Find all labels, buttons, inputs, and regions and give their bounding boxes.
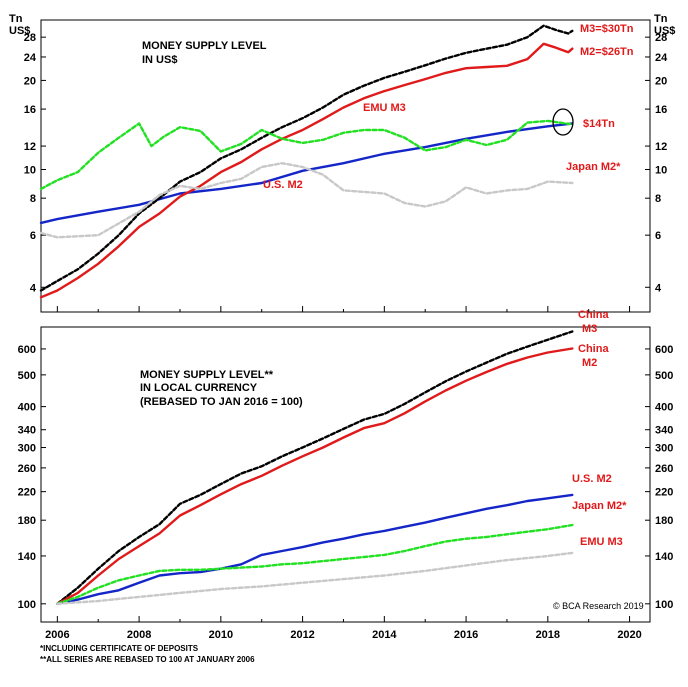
bottom-series-lines <box>56 330 574 605</box>
top-y-unit-right-2: US$ <box>654 25 675 37</box>
annotation-emu-m3: EMU M3 <box>363 102 406 114</box>
xtick-label-6: 2018 <box>536 629 560 641</box>
top-panel-frame <box>40 19 651 313</box>
top-ytick-label-right-3: 10 <box>655 165 667 177</box>
bottom-series-0 <box>56 330 574 605</box>
bottom-ytick-label-right-7: 400 <box>655 402 673 414</box>
bottom-ytick-label-left-7: 400 <box>18 402 36 414</box>
top-y-unit-left-1: Tn <box>9 13 23 25</box>
top-series-3 <box>39 161 574 239</box>
top-ytick-label-left-1: 6 <box>30 230 36 242</box>
bottom-series-4 <box>56 551 574 605</box>
bottom-ytick-label-left-2: 180 <box>18 515 36 527</box>
top-ytick-label-right-7: 24 <box>655 52 668 64</box>
bottom-ytick-label-left-1: 140 <box>18 551 36 563</box>
annotation-m2-26tn: M2=$26Tn <box>580 46 634 58</box>
top-series-lines <box>39 24 574 299</box>
top-title-line-1: MONEY SUPPLY LEVEL <box>142 40 267 52</box>
top-ytick-label-right-4: 12 <box>655 141 667 153</box>
top-ytick-label-left-7: 24 <box>24 52 37 64</box>
top-ytick-label-left-3: 10 <box>24 165 36 177</box>
annotation-china-m3-line-2: M3 <box>582 323 597 335</box>
bottom-title-line-3: (REBASED TO JAN 2016 = 100) <box>140 396 303 408</box>
bottom-series-2 <box>56 493 574 605</box>
top-ytick-label-left-5: 16 <box>24 104 36 116</box>
annotation-m3-30tn: M3=$30Tn <box>580 23 634 35</box>
top-ytick-label-left-2: 8 <box>30 193 36 205</box>
annotation-14tn: $14Tn <box>583 118 615 130</box>
bottom-ytick-label-right-0: 100 <box>655 599 673 611</box>
top-ytick-label-right-6: 20 <box>655 75 667 87</box>
bottom-ytick-label-right-1: 140 <box>655 551 673 563</box>
bottom-title-line-2: IN LOCAL CURRENCY <box>140 382 258 394</box>
bottom-title-line-1: MONEY SUPPLY LEVEL** <box>140 369 274 381</box>
bottom-series-1 <box>56 347 574 605</box>
bottom-ytick-label-left-9: 600 <box>18 344 36 356</box>
top-series-1 <box>39 42 574 299</box>
bottom-ytick-label-right-2: 180 <box>655 515 673 527</box>
xtick-label-7: 2020 <box>617 629 641 641</box>
copyright: © BCA Research 2019 <box>553 601 644 611</box>
top-series-0 <box>39 122 574 225</box>
top-y-unit-left-2: US$ <box>9 25 30 37</box>
annotation-china-m2-line-1: China <box>578 343 609 355</box>
top-ytick-label-left-8: 28 <box>24 32 36 44</box>
top-ytick-label-right-2: 8 <box>655 193 661 205</box>
top-ytick-label-left-0: 4 <box>30 282 37 294</box>
x-axis-ticks: 2006 2008 2010 2012 2014 2016 2018 2020 <box>45 306 642 641</box>
bottom-ytick-label-left-6: 340 <box>18 425 36 437</box>
bottom-ytick-label-right-3: 220 <box>655 487 673 499</box>
bottom-ytick-label-left-3: 220 <box>18 487 36 499</box>
bottom-ytick-label-right-4: 260 <box>655 463 673 475</box>
footnote-2: **ALL SERIES ARE REBASED TO 100 AT JANUA… <box>40 655 255 664</box>
footnote-1: *INCLUDING CERTIFICATE OF DEPOSITS <box>40 644 199 653</box>
top-ytick-label-left-4: 12 <box>24 141 36 153</box>
top-ytick-label-right-8: 28 <box>655 32 667 44</box>
top-axis-ticks: 4 4 6 6 8 8 10 10 12 12 16 16 20 20 24 24 28 28 <box>24 32 668 294</box>
annotation-us-m2: U.S. M2 <box>263 179 303 191</box>
annotation-china-m3-line-1: China <box>578 309 609 321</box>
annotation-japan-m2: Japan M2* <box>566 161 621 173</box>
highlight-circle-14tn <box>552 108 574 136</box>
xtick-label-2: 2010 <box>209 629 233 641</box>
xtick-label-4: 2014 <box>372 629 397 641</box>
bottom-ytick-label-right-6: 340 <box>655 425 673 437</box>
annotation-japan-m2-bottom: Japan M2* <box>572 500 627 512</box>
xtick-label-0: 2006 <box>45 629 69 641</box>
xtick-label-5: 2016 <box>454 629 478 641</box>
bottom-ytick-label-left-0: 100 <box>18 599 36 611</box>
bottom-ytick-label-right-9: 600 <box>655 344 673 356</box>
bottom-ytick-label-right-5: 300 <box>655 443 673 455</box>
bottom-ytick-label-left-8: 500 <box>18 370 36 382</box>
xtick-label-3: 2012 <box>290 629 314 641</box>
annotation-us-m2-bottom: U.S. M2 <box>572 473 612 485</box>
top-series-4 <box>39 119 574 191</box>
annotation-emu-m3-bottom: EMU M3 <box>580 536 623 548</box>
bottom-axis-ticks: 100 100 140 140 180 180 220 220 260 260 300 300 340 3… <box>18 344 674 611</box>
bottom-panel-frame <box>40 326 651 623</box>
top-series-2 <box>39 24 574 292</box>
annotation-china-m2-line-2: M2 <box>582 357 597 369</box>
top-ytick-label-right-5: 16 <box>655 104 667 116</box>
bottom-ytick-label-left-4: 260 <box>18 463 36 475</box>
top-ytick-label-right-1: 6 <box>655 230 661 242</box>
top-title-line-2: IN US$ <box>142 54 177 66</box>
top-y-unit-right-1: Tn <box>654 13 668 25</box>
xtick-label-1: 2008 <box>127 629 151 641</box>
bottom-ytick-label-left-5: 300 <box>18 443 36 455</box>
bottom-series-3 <box>56 523 574 605</box>
bottom-ytick-label-right-8: 500 <box>655 370 673 382</box>
top-ytick-label-left-6: 20 <box>24 75 36 87</box>
top-ytick-label-right-0: 4 <box>655 282 662 294</box>
